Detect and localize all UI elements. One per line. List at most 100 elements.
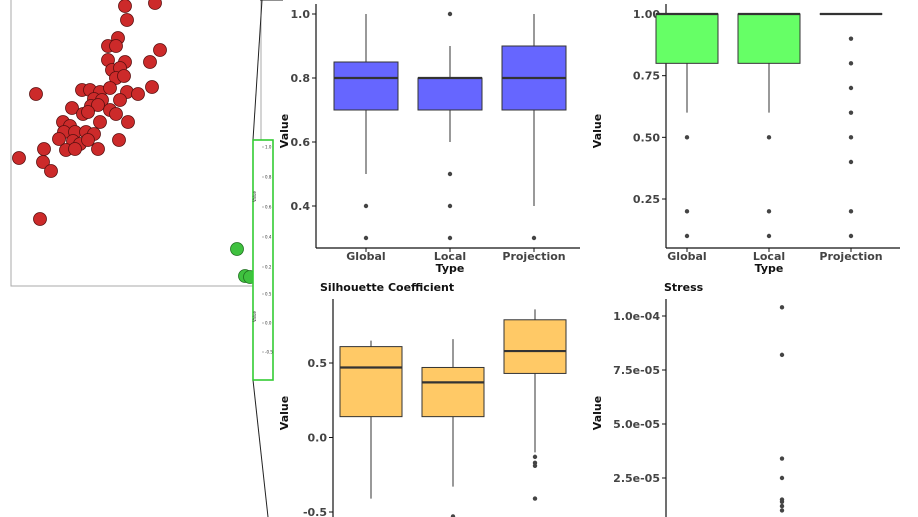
outlier-point [450, 514, 456, 517]
scatter-point [120, 13, 134, 27]
mini-boxplot-inset: Value Value 1.0 0.8 0.6 0.4 0.2 0.5 0.0 -0.5 [252, 139, 274, 381]
boxplot-panel-3: 0.5 0.0 -0.5 Value Silhouette Coefficient [278, 281, 567, 517]
inset-tick-label: 0.8 [265, 175, 272, 180]
inset-tick-label: 1.0 [265, 145, 272, 150]
inset-tick-label: 0.5 [265, 292, 272, 297]
outlier-point [766, 135, 772, 140]
panel-title: Stress [664, 281, 704, 294]
scatter-point [103, 81, 117, 95]
scatter-point [68, 142, 82, 156]
x-axis-title: Type [755, 262, 784, 275]
scatter-point [81, 133, 95, 147]
scatter-point [117, 69, 131, 83]
y-tick-label: 2.5e-05 [613, 472, 660, 485]
scatter-point [29, 87, 43, 101]
x-axis-title: Type [436, 262, 465, 275]
y-axis-title: Value [591, 114, 604, 148]
box-2 [737, 13, 801, 64]
y-tick-label: 7.5e-05 [613, 364, 660, 377]
boxplot-panel-2: 1.00 0.75 0.50 0.25 Value Global Local Projecti… [591, 4, 900, 275]
outlier-point [848, 209, 854, 214]
outlier-point [684, 233, 690, 239]
scatter-point [37, 142, 51, 156]
outlier-point [848, 110, 854, 115]
outlier-point [532, 463, 538, 469]
outlier-point [363, 203, 369, 209]
y-tick-label: 1.0 [291, 8, 311, 21]
inset-frame [252, 139, 274, 381]
zoom-connector-lines [252, 0, 283, 517]
inset-tick-label: 0.6 [265, 205, 272, 210]
boxplot-panel-4: 1.0e-04 7.5e-05 5.0e-05 2.5e-05 Value Stress [591, 281, 785, 517]
scatter-point [131, 87, 145, 101]
x-tick-label: Local [434, 250, 466, 263]
outlier-point [848, 233, 854, 239]
inset-tick-label: 0.0 [265, 321, 272, 326]
y-tick-label: 0.4 [291, 200, 311, 213]
y-tick-label: 0.8 [291, 72, 311, 85]
scatter-point [44, 164, 58, 178]
scatter-point [65, 101, 79, 115]
x-tick-label: Global [346, 250, 385, 263]
scatter-point [145, 80, 159, 94]
box-2 [417, 77, 483, 111]
scatter-point [91, 98, 105, 112]
outlier-point [848, 61, 854, 66]
scatter-point [109, 107, 123, 121]
outlier-point [779, 456, 785, 461]
zoom-line-upper [252, 0, 263, 141]
outlier-point [779, 499, 785, 504]
outlier-point [779, 503, 785, 509]
outlier-point [684, 135, 690, 140]
outlier-point [848, 36, 854, 41]
outlier-point [447, 203, 453, 209]
box-1 [339, 346, 403, 418]
y-axis-title: Value [278, 114, 291, 148]
panel-title: Silhouette Coefficient [320, 281, 454, 294]
x-tick-label: Global [667, 250, 706, 263]
x-tick-label: Projection [819, 250, 882, 263]
scatter-point [112, 133, 126, 147]
scatter-point [12, 151, 26, 165]
scatter-point [52, 132, 66, 146]
scatter-panel [10, 0, 262, 287]
y-tick-label: 5.0e-05 [613, 418, 660, 431]
y-tick-label: 1.00 [633, 8, 660, 21]
scatter-point [148, 0, 162, 10]
scatter-point [33, 212, 47, 226]
outlier-point [447, 11, 453, 17]
outlier-point [531, 235, 537, 241]
y-tick-label: 0.25 [633, 193, 660, 206]
inset-tick-label: 0.2 [265, 265, 272, 270]
outlier-point [779, 475, 785, 481]
outlier-point [848, 135, 854, 140]
box-3 [503, 319, 567, 374]
outlier-point [766, 209, 772, 214]
scatter-point [143, 55, 157, 69]
outlier-point [779, 305, 785, 310]
scatter-panel-frame [10, 0, 262, 287]
outlier-point [848, 85, 854, 91]
inset-axis-label-top: Value [252, 190, 257, 202]
scatter-point [153, 43, 167, 57]
scatter-point [36, 155, 50, 169]
scatter-point [93, 115, 107, 129]
y-axis-title: Value [278, 396, 291, 430]
boxplot-panels: 1.0 0.8 0.6 0.4 Value Global Local Projection Ty… [278, 4, 900, 517]
scatter-point [81, 105, 95, 119]
inset-tick-label: -0.5 [265, 350, 273, 355]
outlier-point [766, 233, 772, 239]
y-tick-label: 0.5 [308, 357, 328, 370]
outlier-point [684, 209, 690, 214]
outlier-point [532, 454, 538, 460]
box-2 [421, 366, 485, 418]
scatter-point [91, 142, 105, 156]
boxplot-panel-1: 1.0 0.8 0.6 0.4 Value Global Local Projection Ty… [278, 4, 580, 275]
zoom-line-lower [252, 379, 269, 517]
x-tick-label: Projection [502, 250, 565, 263]
outlier-point [779, 508, 785, 513]
scatter-point [118, 0, 132, 13]
inset-axis-label-bottom: Value [252, 310, 257, 322]
y-tick-label: 0.0 [308, 432, 328, 445]
outlier-point [363, 235, 369, 241]
